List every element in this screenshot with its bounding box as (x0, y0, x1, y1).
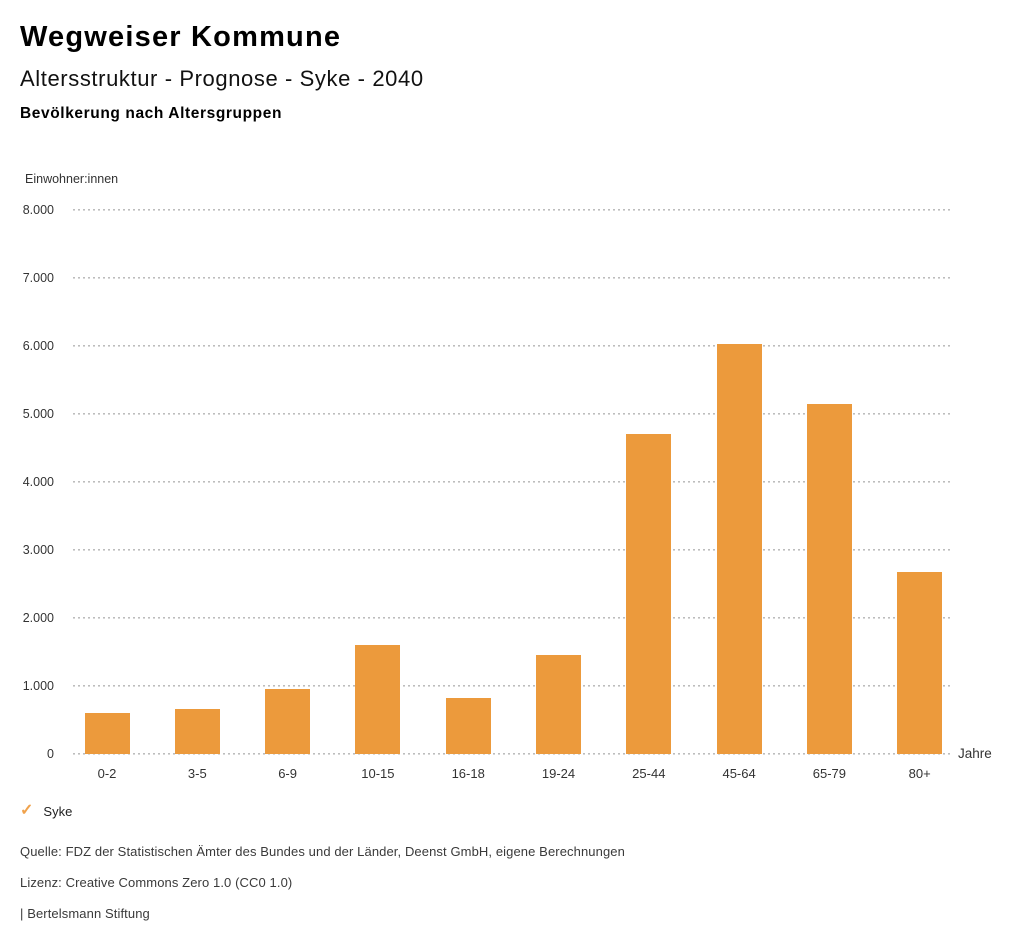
x-tick-label: 45-64 (722, 766, 756, 781)
check-icon: ✓ (20, 802, 34, 819)
legend-label: Syke (43, 803, 73, 819)
x-tick-label: 6-9 (278, 766, 297, 781)
bar-3-5[interactable] (174, 709, 220, 754)
license-text: Lizenz: Creative Commons Zero 1.0 (CC0 1… (20, 875, 293, 890)
gridline (73, 209, 953, 211)
gridline (73, 549, 953, 551)
bar-0-2[interactable] (84, 712, 130, 754)
legend-item-syke[interactable]: ✓ Syke (20, 803, 72, 819)
page-title: Wegweiser Kommune (20, 21, 342, 53)
y-tick-label: 3.000 (22, 543, 54, 557)
gridline (73, 413, 953, 415)
y-tick-label: 2.000 (22, 611, 54, 625)
bar-45-64[interactable] (716, 343, 762, 754)
bar-80+[interactable] (897, 571, 943, 754)
gridline (73, 617, 953, 619)
x-axis-title: Jahre (958, 746, 992, 761)
gridline (73, 753, 953, 755)
chart-subtitle: Bevölkerung nach Altersgruppen (20, 105, 283, 122)
x-tick-label: 0-2 (97, 766, 117, 781)
x-tick-label: 25-44 (632, 766, 666, 781)
x-tick-label: 80+ (908, 766, 931, 781)
bar-16-18[interactable] (445, 697, 491, 754)
bar-19-24[interactable] (536, 655, 581, 754)
x-tick-label: 19-24 (541, 766, 576, 781)
y-tick-label: 0 (47, 747, 54, 761)
source-text: Quelle: FDZ der Statistischen Ämter des … (20, 844, 625, 859)
gridline (73, 277, 953, 279)
x-tick-label: 16-18 (451, 766, 485, 781)
bar-chart-plot-area (73, 209, 953, 755)
y-tick-label: 8.000 (22, 203, 54, 217)
x-tick-label: 10-15 (361, 766, 395, 781)
chart-title: Altersstruktur - Prognose - Syke - 2040 (20, 66, 424, 91)
x-axis-tick-labels: 0-2 3-5 6-9 10-15 16-18 19-24 25-44 45-64 65-79 8… (73, 766, 953, 784)
publisher-text: | Bertelsmann Stiftung (20, 906, 150, 921)
bar-6-9[interactable] (265, 688, 311, 754)
bar-10-15[interactable] (355, 644, 401, 754)
x-tick-label: 65-79 (812, 766, 847, 781)
gridline (73, 345, 953, 347)
gridline (73, 685, 953, 687)
bar-65-79[interactable] (806, 403, 852, 754)
y-tick-label: 4.000 (22, 475, 54, 489)
y-axis-title: Einwohner:innen (25, 172, 119, 186)
gridline (73, 481, 953, 483)
y-tick-label: 6.000 (22, 339, 54, 353)
y-tick-label: 5.000 (22, 407, 54, 421)
x-tick-label: 3-5 (187, 766, 207, 781)
y-tick-label: 1.000 (22, 679, 54, 693)
y-tick-label: 7.000 (22, 271, 54, 285)
y-axis-tick-labels: 8.000 7.000 6.000 5.000 4.000 3.000 2.000 1.000… (0, 203, 54, 761)
bar-25-44[interactable] (626, 434, 672, 754)
